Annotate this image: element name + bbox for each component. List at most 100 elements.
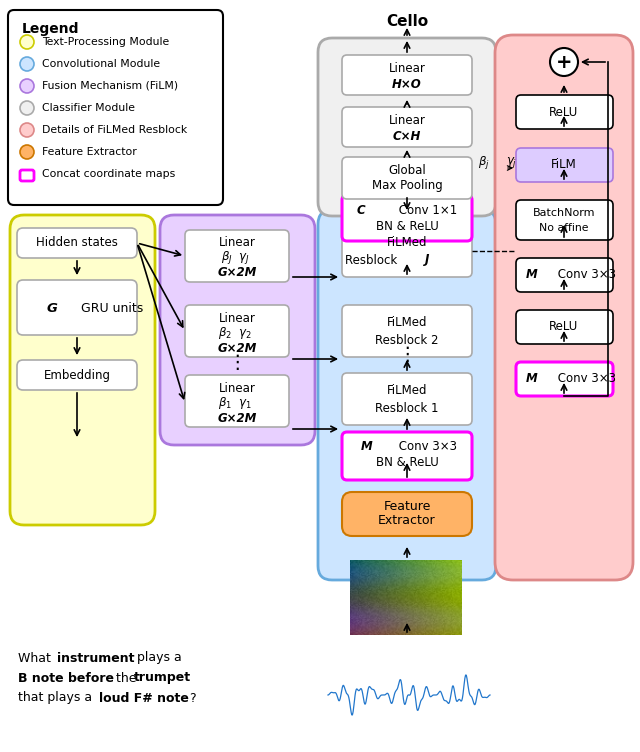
Text: Conv 3×3: Conv 3×3 bbox=[395, 441, 457, 453]
FancyBboxPatch shape bbox=[342, 225, 472, 277]
Text: FiLMed: FiLMed bbox=[387, 384, 428, 396]
Text: H×O: H×O bbox=[392, 77, 422, 90]
Text: Embedding: Embedding bbox=[44, 368, 111, 381]
FancyBboxPatch shape bbox=[160, 215, 315, 445]
FancyBboxPatch shape bbox=[318, 210, 496, 580]
Text: $\beta_J$  $\gamma_J$: $\beta_J$ $\gamma_J$ bbox=[221, 250, 250, 266]
Text: What: What bbox=[18, 651, 55, 665]
Text: ⋮: ⋮ bbox=[227, 353, 247, 371]
FancyBboxPatch shape bbox=[8, 10, 223, 205]
FancyBboxPatch shape bbox=[342, 305, 472, 357]
Text: M: M bbox=[526, 372, 538, 386]
Text: Linear: Linear bbox=[388, 62, 426, 74]
Text: Linear: Linear bbox=[388, 114, 426, 126]
Text: $\gamma_j$: $\gamma_j$ bbox=[506, 156, 517, 171]
Text: B note before: B note before bbox=[18, 672, 114, 684]
Text: M: M bbox=[526, 268, 538, 281]
Text: No affine: No affine bbox=[540, 223, 589, 233]
Text: Conv 1×1: Conv 1×1 bbox=[395, 204, 457, 217]
FancyBboxPatch shape bbox=[318, 38, 496, 216]
Text: G×2M: G×2M bbox=[218, 411, 257, 424]
Text: J: J bbox=[425, 253, 429, 266]
Text: Conv 3×3: Conv 3×3 bbox=[554, 372, 616, 386]
Circle shape bbox=[20, 145, 34, 159]
FancyBboxPatch shape bbox=[342, 157, 472, 199]
Text: FiLMed: FiLMed bbox=[387, 235, 428, 248]
Text: loud F# note: loud F# note bbox=[99, 692, 189, 705]
Text: Conv 3×3: Conv 3×3 bbox=[554, 268, 616, 281]
FancyBboxPatch shape bbox=[342, 432, 472, 480]
Text: $\beta_1$  $\gamma_1$: $\beta_1$ $\gamma_1$ bbox=[218, 395, 252, 411]
Text: ?: ? bbox=[186, 692, 196, 705]
Text: $\beta_2$  $\gamma_2$: $\beta_2$ $\gamma_2$ bbox=[218, 325, 252, 341]
Text: Feature: Feature bbox=[383, 501, 431, 514]
Text: GRU units: GRU units bbox=[77, 302, 143, 314]
Text: FiLM: FiLM bbox=[551, 159, 577, 171]
Text: trumpet: trumpet bbox=[134, 672, 191, 684]
Circle shape bbox=[20, 57, 34, 71]
Text: Cello: Cello bbox=[386, 14, 428, 29]
FancyBboxPatch shape bbox=[516, 258, 613, 292]
Text: Details of FiLMed Resblock: Details of FiLMed Resblock bbox=[42, 125, 188, 135]
Text: Linear: Linear bbox=[219, 311, 255, 325]
Circle shape bbox=[20, 35, 34, 49]
FancyBboxPatch shape bbox=[516, 310, 613, 344]
Circle shape bbox=[20, 79, 34, 93]
FancyBboxPatch shape bbox=[342, 55, 472, 95]
FancyBboxPatch shape bbox=[10, 215, 155, 525]
FancyBboxPatch shape bbox=[495, 35, 633, 580]
Text: G: G bbox=[47, 302, 58, 314]
Text: instrument: instrument bbox=[57, 651, 134, 665]
Text: M: M bbox=[361, 441, 373, 453]
FancyBboxPatch shape bbox=[20, 170, 34, 181]
Text: C×H: C×H bbox=[393, 129, 421, 142]
FancyBboxPatch shape bbox=[342, 107, 472, 147]
FancyBboxPatch shape bbox=[342, 195, 472, 241]
Text: Concat coordinate maps: Concat coordinate maps bbox=[42, 169, 175, 179]
FancyBboxPatch shape bbox=[342, 373, 472, 425]
Circle shape bbox=[550, 48, 578, 76]
Text: G×2M: G×2M bbox=[218, 341, 257, 354]
Text: Linear: Linear bbox=[219, 236, 255, 250]
Text: BatchNorm: BatchNorm bbox=[532, 208, 595, 218]
Text: Classifier Module: Classifier Module bbox=[42, 103, 135, 113]
FancyBboxPatch shape bbox=[516, 200, 613, 240]
Text: FiLMed: FiLMed bbox=[387, 316, 428, 329]
FancyBboxPatch shape bbox=[17, 280, 137, 335]
Text: C: C bbox=[356, 204, 365, 217]
Text: plays a: plays a bbox=[133, 651, 182, 665]
Text: the: the bbox=[112, 672, 141, 684]
Text: G×2M: G×2M bbox=[218, 266, 257, 280]
Text: ⋮: ⋮ bbox=[397, 345, 417, 365]
Text: Convolutional Module: Convolutional Module bbox=[42, 59, 160, 69]
Text: Extractor: Extractor bbox=[378, 514, 436, 527]
Circle shape bbox=[20, 101, 34, 115]
FancyBboxPatch shape bbox=[516, 362, 613, 396]
Text: Text-Processing Module: Text-Processing Module bbox=[42, 37, 169, 47]
Text: BN & ReLU: BN & ReLU bbox=[376, 456, 438, 468]
Text: Fusion Mechanism (FiLM): Fusion Mechanism (FiLM) bbox=[42, 81, 178, 91]
Text: Hidden states: Hidden states bbox=[36, 236, 118, 250]
FancyBboxPatch shape bbox=[516, 148, 613, 182]
FancyBboxPatch shape bbox=[17, 360, 137, 390]
Text: ReLU: ReLU bbox=[549, 320, 579, 333]
FancyBboxPatch shape bbox=[342, 492, 472, 536]
FancyBboxPatch shape bbox=[185, 305, 289, 357]
Text: Max Pooling: Max Pooling bbox=[372, 178, 442, 192]
Text: +: + bbox=[556, 53, 572, 71]
FancyBboxPatch shape bbox=[516, 95, 613, 129]
Text: that plays a: that plays a bbox=[18, 692, 96, 705]
Text: $\beta_j$: $\beta_j$ bbox=[478, 154, 490, 171]
FancyBboxPatch shape bbox=[17, 228, 137, 258]
Text: Resblock: Resblock bbox=[345, 253, 401, 266]
Text: Global: Global bbox=[388, 163, 426, 177]
Text: BN & ReLU: BN & ReLU bbox=[376, 220, 438, 232]
Text: Feature Extractor: Feature Extractor bbox=[42, 147, 137, 157]
FancyBboxPatch shape bbox=[185, 375, 289, 427]
Circle shape bbox=[20, 123, 34, 137]
FancyBboxPatch shape bbox=[185, 230, 289, 282]
Text: Resblock 2: Resblock 2 bbox=[375, 333, 439, 347]
Text: Linear: Linear bbox=[219, 381, 255, 395]
Text: ReLU: ReLU bbox=[549, 105, 579, 119]
Text: Legend: Legend bbox=[22, 22, 79, 36]
